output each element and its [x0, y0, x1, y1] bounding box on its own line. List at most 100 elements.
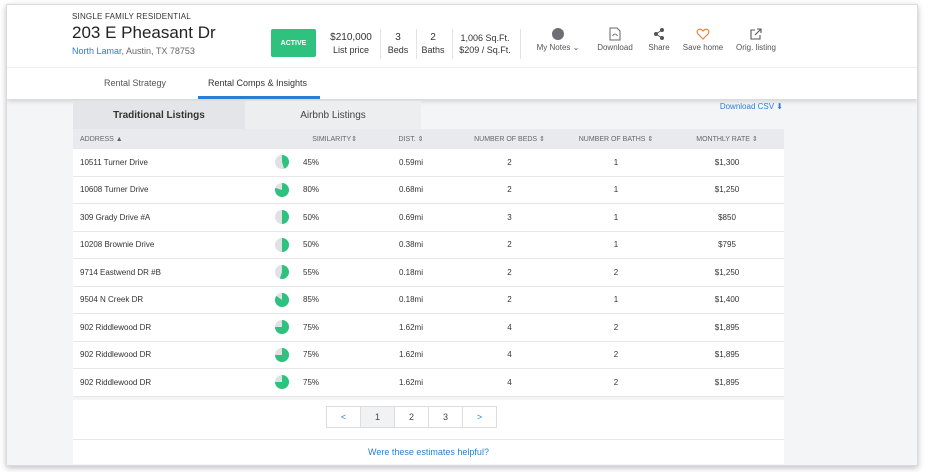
similarity-value: 45%: [303, 157, 320, 167]
city-state-zip: Austin, TX 78753: [124, 46, 195, 56]
property-header: SINGLE FAMILY RESIDENTIAL 203 E Pheasant…: [7, 5, 917, 67]
similarity-value: 50%: [303, 240, 320, 250]
orig-listing-button[interactable]: Orig. listing: [733, 27, 779, 52]
cell-beds: 3: [507, 212, 512, 222]
pdf-icon: [609, 27, 621, 41]
tab-airbnb-listings[interactable]: Airbnb Listings: [245, 101, 421, 129]
property-address: 203 E Pheasant Dr: [72, 23, 216, 42]
cell-monthly-rate: $1,895: [714, 350, 740, 360]
cell-distance: 1.62mi: [398, 350, 423, 360]
header-address[interactable]: ADDRESS ▲: [73, 136, 255, 143]
download-arrow-icon: ⬇: [776, 102, 783, 111]
divider: [416, 29, 417, 59]
similarity-pie-icon: [275, 320, 289, 335]
similarity-value: 50%: [303, 212, 320, 222]
table-row[interactable]: 902 Riddlewood DR 75% 1.62mi 4 2 $1,895: [73, 342, 784, 369]
cell-address: 9714 Eastwend DR #B: [80, 267, 161, 277]
header-similarity[interactable]: SIMILARITY ⇕: [255, 135, 365, 144]
divider: [520, 29, 521, 59]
cell-monthly-rate: $1,895: [714, 322, 740, 332]
page-3-button[interactable]: 3: [428, 406, 463, 428]
pagination: < 1 2 3 >: [326, 406, 497, 428]
similarity-pie-icon: [275, 375, 289, 390]
cell-distance: 0.18mi: [398, 267, 423, 277]
similarity-pie-icon: [275, 182, 289, 197]
price-stat: $210,000 List price: [329, 32, 373, 56]
cell-similarity: 80%: [255, 182, 365, 197]
cell-similarity: 75%: [255, 347, 365, 362]
cell-distance: 1.62mi: [398, 377, 423, 387]
download-button[interactable]: Download: [595, 27, 635, 52]
cell-monthly-rate: $1,895: [714, 377, 740, 387]
beds-stat: 3 Beds: [385, 32, 411, 56]
cell-beds: 4: [507, 322, 512, 332]
table-row[interactable]: 902 Riddlewood DR 75% 1.62mi 4 2 $1,895: [73, 314, 784, 342]
status-badge: ACTIVE: [271, 29, 316, 57]
prev-page-button[interactable]: <: [326, 406, 361, 428]
table-row[interactable]: 9504 N Creek DR 85% 0.18mi 2 1 $1,400: [73, 287, 784, 314]
sort-icon: ⇕: [351, 136, 357, 143]
tab-rental-comps[interactable]: Rental Comps & Insights: [208, 78, 308, 88]
sort-asc-icon: ▲: [113, 135, 123, 143]
table-row[interactable]: 9714 Eastwend DR #B 55% 0.18mi 2 2 $1,250: [73, 259, 784, 287]
similarity-pie-icon: [275, 265, 289, 280]
app-window: SINGLE FAMILY RESIDENTIAL 203 E Pheasant…: [6, 4, 918, 466]
pagination-area: < 1 2 3 >: [73, 400, 784, 440]
cell-address: 10208 Brownie Drive: [80, 240, 155, 250]
sqft-stat: 1,006 Sq.Ft. $209 / Sq.Ft.: [455, 32, 515, 56]
page-2-button[interactable]: 2: [394, 406, 429, 428]
header-beds[interactable]: NUMBER OF BEDS ⇕: [457, 135, 562, 143]
price-label: List price: [332, 45, 369, 55]
cell-distance: 0.18mi: [398, 295, 423, 305]
similarity-pie-fill: [275, 292, 289, 307]
next-page-button[interactable]: >: [462, 406, 497, 428]
similarity-value: 75%: [303, 350, 320, 360]
save-home-label: Save home: [682, 43, 724, 52]
cell-beds: 2: [507, 185, 512, 195]
cell-distance: 1.62mi: [398, 322, 423, 332]
external-link-icon: [750, 28, 762, 40]
my-notes-label: My Notes: [536, 43, 571, 52]
cell-address: 902 Riddlewood DR: [80, 322, 152, 332]
cell-address: 309 Grady Drive #A: [80, 212, 151, 222]
neighborhood-link[interactable]: North Lamar,: [72, 46, 125, 56]
sort-icon: ⇕: [749, 136, 758, 143]
table-row[interactable]: 10511 Turner Drive 45% 0.59mi 2 1 $1,300: [73, 149, 784, 177]
active-tab-indicator: [198, 96, 320, 99]
my-notes-button[interactable]: My Notes ⌄: [534, 27, 582, 52]
table-row[interactable]: 10208 Brownie Drive 50% 0.38mi 2 1 $795: [73, 232, 784, 259]
cell-baths: 1: [613, 240, 619, 250]
save-home-button[interactable]: Save home: [682, 27, 724, 52]
table-row[interactable]: 902 Riddlewood DR 75% 1.62mi 4 2 $1,895: [73, 369, 784, 397]
similarity-pie-icon: [275, 155, 289, 170]
cell-distance: 0.38mi: [398, 240, 423, 250]
header-similarity-label: SIMILARITY: [312, 135, 352, 143]
cell-distance: 0.69mi: [398, 212, 423, 222]
page-1-button[interactable]: 1: [360, 406, 395, 428]
table-row[interactable]: 309 Grady Drive #A 50% 0.69mi 3 1 $850: [73, 204, 784, 232]
cell-similarity: 50%: [255, 210, 365, 225]
header-baths[interactable]: NUMBER OF BATHS ⇕: [562, 135, 670, 143]
share-button[interactable]: Share: [647, 27, 671, 52]
divider: [380, 29, 381, 59]
table-row[interactable]: 10608 Turner Drive 80% 0.68mi 2 1 $1,250: [73, 177, 784, 204]
beds-label: Beds: [387, 45, 409, 55]
cell-baths: 1: [613, 212, 619, 222]
feedback-link[interactable]: Were these estimates helpful?: [73, 440, 784, 464]
download-csv-link[interactable]: Download CSV ⬇: [720, 102, 783, 111]
header-dist[interactable]: DIST. ⇕: [365, 135, 457, 143]
notes-dot-icon: [552, 28, 564, 40]
similarity-value: 75%: [303, 322, 320, 332]
header-dist-label: DIST.: [398, 136, 416, 143]
cell-baths: 2: [613, 350, 619, 360]
download-csv-label: Download CSV: [719, 102, 775, 111]
similarity-pie-icon: [275, 210, 289, 225]
header-rate[interactable]: MONTHLY RATE ⇕: [670, 135, 784, 143]
tab-traditional-listings[interactable]: Traditional Listings: [73, 101, 245, 129]
table-header: ADDRESS ▲ SIMILARITY ⇕ DIST. ⇕ NUMBER OF…: [73, 129, 784, 149]
similarity-pie-icon: [275, 347, 289, 362]
price-per-sqft: $209 / Sq.Ft.: [459, 45, 511, 55]
similarity-pie-fill: [275, 182, 289, 197]
cell-beds: 2: [507, 240, 512, 250]
tab-rental-strategy[interactable]: Rental Strategy: [104, 78, 167, 88]
